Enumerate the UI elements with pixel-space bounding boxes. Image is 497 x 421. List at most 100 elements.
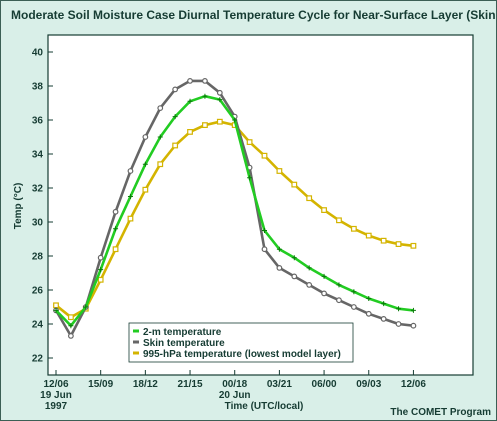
data-point-995: [112, 246, 119, 253]
x-axis-label: Time (UTC/local): [225, 401, 304, 412]
data-point-2m: [172, 114, 178, 120]
y-tick-label: 30: [32, 218, 44, 229]
data-point-skin: [216, 89, 223, 96]
data-point-skin: [142, 134, 149, 140]
credit-text: The COMET Program: [390, 407, 491, 418]
data-point-skin: [97, 254, 104, 261]
y-axis: 22 24 26 28 30 32 34 36 38 40: [32, 48, 53, 365]
data-point-2m: [127, 194, 133, 199]
data-point-995: [365, 232, 372, 239]
x-tick-label: 03/21: [267, 379, 292, 390]
data-point-2m: [83, 304, 89, 310]
data-point-skin: [202, 77, 208, 84]
data-point-995: [321, 207, 327, 214]
data-point-skin: [321, 290, 327, 297]
data-point-2m: [306, 265, 312, 271]
data-point-995: [157, 161, 164, 168]
data-point-skin: [187, 77, 193, 84]
y-tick-label: 26: [32, 286, 44, 297]
data-point-2m: [291, 255, 297, 261]
x-tick-label: 15/09: [88, 379, 113, 390]
x-tick-label: 06/00: [312, 379, 337, 390]
data-point-2m: [247, 175, 253, 181]
data-point-995: [142, 186, 149, 193]
data-point-995: [53, 302, 59, 309]
data-point-skin: [350, 304, 357, 310]
data-point-skin: [172, 86, 179, 93]
y-tick-label: 36: [32, 116, 44, 127]
y-tick-label: 22: [32, 354, 44, 365]
x-tick-label: 1997: [45, 401, 68, 412]
y-tick-label: 34: [32, 150, 44, 161]
x-tick-label: 18/12: [133, 379, 158, 390]
data-point-995: [187, 129, 193, 135]
data-point-995: [380, 237, 387, 244]
data-point-2m: [142, 161, 148, 167]
chart-title: Moderate Soil Moisture Case Diurnal Temp…: [11, 8, 496, 22]
data-point-2m: [276, 246, 282, 252]
x-tick-label: 21/15: [178, 379, 203, 390]
data-point-2m: [351, 289, 357, 295]
y-tick-label: 40: [32, 48, 44, 59]
x-tick-label: 19 Jun: [40, 390, 72, 401]
legend-label-995: 995-hPa temperature (lowest model layer): [143, 349, 341, 360]
data-point-2m: [68, 323, 74, 329]
data-point-995: [216, 118, 223, 125]
x-tick-label: 12/06: [401, 379, 426, 390]
legend: 2-m temperature Skin temperature 995-hPa…: [128, 322, 354, 363]
data-point-2m: [381, 301, 387, 307]
data-point-995: [276, 168, 283, 174]
data-point-2m: [232, 117, 238, 123]
data-point-995: [246, 139, 253, 146]
data-point-skin: [112, 208, 119, 215]
series-layer: [53, 77, 417, 339]
data-point-skin: [410, 322, 417, 329]
data-point-skin: [306, 282, 313, 288]
data-point-skin: [336, 297, 342, 304]
data-point-995: [291, 181, 298, 188]
data-point-skin: [67, 333, 74, 339]
data-point-2m: [98, 267, 104, 273]
data-point-2m: [366, 296, 372, 301]
data-point-2m: [410, 307, 416, 313]
legend-label-2m: 2-m temperature: [143, 327, 222, 338]
data-point-2m: [157, 134, 163, 140]
data-point-skin: [276, 265, 283, 271]
data-point-995: [395, 241, 402, 248]
data-point-2m: [262, 228, 267, 233]
x-tick-label: 20 Jun: [219, 390, 251, 401]
data-point-995: [336, 217, 342, 224]
data-point-2m: [187, 98, 193, 104]
data-point-995: [306, 195, 313, 202]
y-tick-label: 28: [32, 252, 44, 263]
data-point-2m: [336, 282, 342, 288]
data-point-2m: [202, 93, 208, 99]
data-point-skin: [261, 246, 268, 253]
data-point-995: [350, 225, 357, 232]
data-point-skin: [127, 168, 134, 174]
x-tick-label: 12/06: [43, 379, 68, 390]
x-tick-label: 09/03: [356, 379, 381, 390]
data-point-995: [202, 122, 208, 129]
data-point-2m: [396, 306, 402, 312]
data-point-2m: [113, 226, 119, 232]
data-point-skin: [395, 321, 402, 327]
data-point-995: [410, 242, 417, 249]
data-point-2m: [53, 307, 59, 313]
data-point-995: [67, 314, 74, 321]
data-point-skin: [365, 310, 372, 317]
data-point-2m: [321, 273, 327, 279]
data-point-995: [127, 215, 134, 222]
x-tick-label: 00/18: [222, 379, 247, 390]
legend-box: [128, 322, 354, 363]
data-point-995: [261, 152, 268, 159]
y-tick-label: 38: [32, 82, 44, 93]
y-tick-label: 24: [32, 320, 44, 331]
data-point-995: [172, 142, 179, 149]
data-point-2m: [217, 97, 223, 103]
data-point-skin: [157, 105, 164, 111]
data-point-skin: [291, 273, 298, 280]
